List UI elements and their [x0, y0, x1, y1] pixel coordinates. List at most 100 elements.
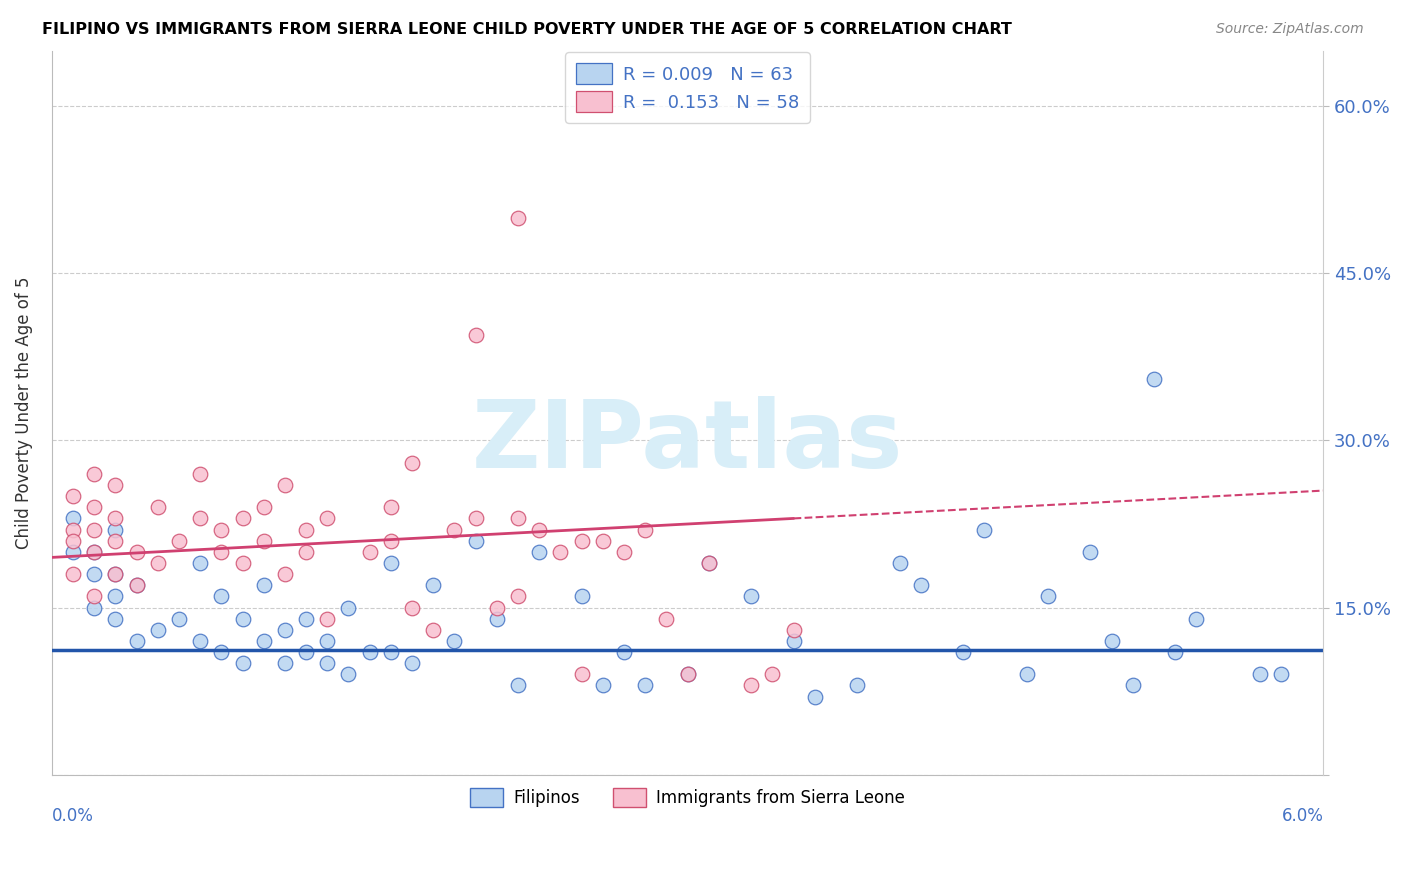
Point: [676, 667, 699, 681]
Text: 6.0%: 6.0%: [1282, 807, 1323, 825]
Point: [62, 489, 84, 503]
Point: [782, 634, 804, 648]
Point: [380, 556, 402, 570]
Point: [1164, 645, 1187, 659]
Point: [316, 511, 339, 525]
Point: [104, 612, 127, 626]
Point: [592, 678, 614, 692]
Point: [803, 690, 825, 704]
Point: [274, 623, 297, 637]
Point: [910, 578, 932, 592]
Point: [697, 556, 720, 570]
Point: [443, 634, 465, 648]
Text: Source: ZipAtlas.com: Source: ZipAtlas.com: [1216, 22, 1364, 37]
Text: FILIPINO VS IMMIGRANTS FROM SIERRA LEONE CHILD POVERTY UNDER THE AGE OF 5 CORREL: FILIPINO VS IMMIGRANTS FROM SIERRA LEONE…: [42, 22, 1012, 37]
Point: [274, 567, 297, 582]
Point: [359, 645, 381, 659]
Point: [506, 511, 529, 525]
Point: [337, 600, 360, 615]
Point: [295, 523, 318, 537]
Point: [188, 511, 211, 525]
Point: [253, 533, 276, 548]
Point: [104, 511, 127, 525]
Point: [697, 556, 720, 570]
Point: [104, 567, 127, 582]
Point: [464, 533, 486, 548]
Point: [337, 667, 360, 681]
Point: [1036, 590, 1059, 604]
Point: [676, 667, 699, 681]
Point: [316, 657, 339, 671]
Point: [83, 600, 105, 615]
Point: [782, 623, 804, 637]
Point: [634, 678, 657, 692]
Point: [62, 523, 84, 537]
Point: [167, 612, 190, 626]
Point: [401, 657, 423, 671]
Point: [740, 678, 762, 692]
Point: [167, 533, 190, 548]
Point: [1101, 634, 1123, 648]
Point: [506, 678, 529, 692]
Point: [209, 645, 232, 659]
Point: [125, 634, 148, 648]
Point: [146, 623, 169, 637]
Point: [209, 590, 232, 604]
Point: [83, 500, 105, 515]
Point: [253, 634, 276, 648]
Point: [1249, 667, 1271, 681]
Point: [274, 478, 297, 492]
Point: [655, 612, 678, 626]
Point: [104, 523, 127, 537]
Point: [571, 533, 593, 548]
Point: [506, 590, 529, 604]
Point: [316, 634, 339, 648]
Point: [740, 590, 762, 604]
Point: [104, 590, 127, 604]
Point: [634, 523, 657, 537]
Point: [83, 523, 105, 537]
Point: [613, 545, 636, 559]
Point: [380, 533, 402, 548]
Point: [295, 545, 318, 559]
Point: [380, 645, 402, 659]
Point: [485, 612, 508, 626]
Point: [83, 545, 105, 559]
Point: [104, 478, 127, 492]
Point: [188, 556, 211, 570]
Point: [613, 645, 636, 659]
Point: [401, 456, 423, 470]
Point: [295, 645, 318, 659]
Text: 0.0%: 0.0%: [52, 807, 94, 825]
Point: [146, 556, 169, 570]
Point: [209, 523, 232, 537]
Point: [485, 600, 508, 615]
Point: [592, 533, 614, 548]
Point: [1143, 372, 1166, 386]
Point: [1270, 667, 1292, 681]
Point: [422, 623, 444, 637]
Point: [83, 545, 105, 559]
Text: ZIPatlas: ZIPatlas: [472, 395, 903, 488]
Point: [464, 511, 486, 525]
Point: [125, 545, 148, 559]
Point: [1015, 667, 1038, 681]
Point: [846, 678, 869, 692]
Point: [231, 612, 253, 626]
Point: [529, 523, 551, 537]
Point: [295, 612, 318, 626]
Point: [422, 578, 444, 592]
Point: [231, 556, 253, 570]
Point: [571, 590, 593, 604]
Point: [83, 567, 105, 582]
Point: [571, 667, 593, 681]
Point: [506, 211, 529, 225]
Point: [83, 590, 105, 604]
Point: [443, 523, 465, 537]
Point: [209, 545, 232, 559]
Point: [62, 545, 84, 559]
Point: [125, 578, 148, 592]
Point: [231, 511, 253, 525]
Point: [104, 567, 127, 582]
Point: [401, 600, 423, 615]
